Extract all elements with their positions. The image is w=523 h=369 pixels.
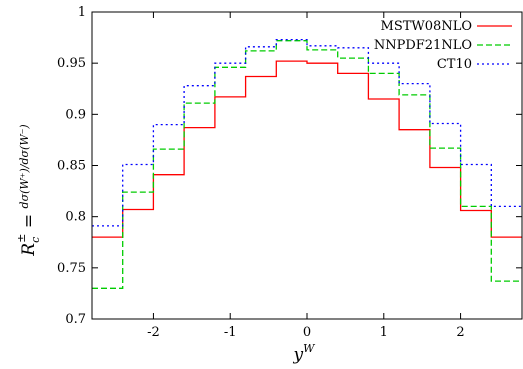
legend-label: NNPDF21NLO <box>374 38 472 53</box>
y-tick-label: 0.8 <box>65 210 86 225</box>
y-tick-label: 0.7 <box>65 312 86 327</box>
ticks-layer: 0.7 0.75 0.8 0.85 0.9 0.95 1 -2 -1 0 1 2 <box>57 5 522 340</box>
y-tick-label: 0.95 <box>57 56 86 71</box>
series-line-0 <box>92 60 522 238</box>
y-tick-label: 1 <box>78 5 86 20</box>
y-axis-label-text: Rc± = dσ(W⁺)/dσ(W⁻) <box>15 124 42 256</box>
x-tick-label: 2 <box>456 325 464 340</box>
legend-label: CT10 <box>437 57 472 72</box>
x-axis-label-text: yW <box>293 342 317 365</box>
series-layer <box>92 38 522 289</box>
x-tick-label: 0 <box>303 325 311 340</box>
series-line-1 <box>92 40 522 289</box>
legend: MSTW08NLO NNPDF21NLO CT10 <box>374 19 512 72</box>
x-tick-label: 1 <box>380 325 388 340</box>
legend-label: MSTW08NLO <box>381 19 472 34</box>
y-tick-label: 0.9 <box>65 107 86 122</box>
x-tick-label: -1 <box>224 325 237 340</box>
y-tick-label: 0.75 <box>57 261 86 276</box>
y-axis-label: Rc± = dσ(W⁺)/dσ(W⁻) <box>15 124 42 256</box>
y-tick-label: 0.85 <box>57 159 86 174</box>
x-tick-label: -2 <box>147 325 160 340</box>
x-axis-label: yW <box>293 342 317 365</box>
